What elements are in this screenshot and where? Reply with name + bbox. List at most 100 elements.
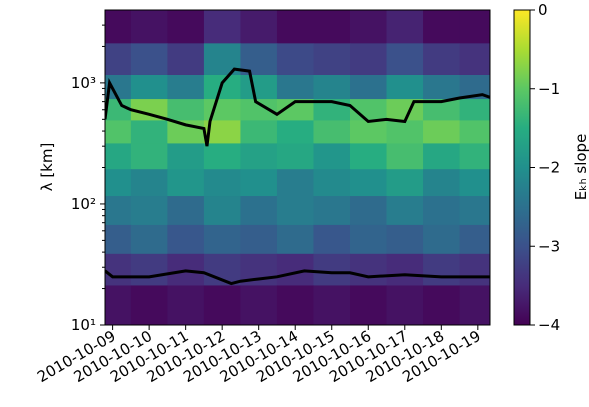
contour-cell bbox=[131, 143, 168, 169]
contour-cell bbox=[167, 10, 204, 44]
contour-cell bbox=[105, 43, 131, 75]
contour-cell bbox=[167, 43, 204, 75]
contour-cell bbox=[313, 254, 350, 286]
contour-cell bbox=[131, 196, 168, 225]
contour-cell bbox=[277, 225, 314, 254]
contour-cell bbox=[240, 10, 277, 44]
contour-cell bbox=[131, 43, 168, 75]
contour-cell bbox=[313, 75, 350, 100]
colorbar-label: Eₖₕ slope bbox=[572, 134, 589, 201]
contour-cell bbox=[204, 75, 241, 100]
contour-cell bbox=[131, 10, 168, 44]
colorbar-tick-label: −4 bbox=[538, 316, 560, 334]
contour-cell bbox=[313, 196, 350, 225]
contour-cell bbox=[423, 285, 460, 325]
contour-cell bbox=[105, 254, 131, 286]
contour-cell bbox=[423, 143, 460, 169]
contour-cell bbox=[240, 225, 277, 254]
contour-cell bbox=[460, 120, 491, 144]
contour-cell bbox=[167, 225, 204, 254]
contour-cell bbox=[387, 169, 424, 196]
contour-cell bbox=[423, 43, 460, 75]
colorbar-tick-label: 0 bbox=[538, 1, 548, 19]
contour-cell bbox=[131, 254, 168, 286]
contour-cell bbox=[277, 143, 314, 169]
contour-cell bbox=[350, 254, 387, 286]
contour-cell bbox=[387, 75, 424, 100]
contour-cell bbox=[350, 225, 387, 254]
y-tick-label: 10² bbox=[71, 195, 96, 213]
contour-cell bbox=[387, 143, 424, 169]
contour-cell bbox=[240, 169, 277, 196]
contour-cell bbox=[131, 75, 168, 100]
contour-cell bbox=[167, 143, 204, 169]
contour-cell bbox=[105, 143, 131, 169]
contour-cell bbox=[460, 196, 491, 225]
contour-cell bbox=[313, 10, 350, 44]
contour-cell bbox=[460, 10, 491, 44]
colorbar-tick-label: −3 bbox=[538, 237, 560, 255]
contour-cell bbox=[350, 43, 387, 75]
contour-cell bbox=[313, 120, 350, 144]
contour-cell bbox=[105, 169, 131, 196]
contour-cell bbox=[313, 143, 350, 169]
contour-cell bbox=[204, 196, 241, 225]
contour-cell bbox=[387, 285, 424, 325]
contour-cell bbox=[423, 169, 460, 196]
contour-cell bbox=[277, 169, 314, 196]
contour-cell bbox=[423, 196, 460, 225]
colorbar bbox=[514, 10, 530, 325]
contour-cell bbox=[131, 120, 168, 144]
contour-cell bbox=[204, 169, 241, 196]
contour-cell bbox=[131, 225, 168, 254]
contour-cell bbox=[460, 99, 491, 121]
contour-cell bbox=[277, 75, 314, 100]
contour-cell bbox=[460, 225, 491, 254]
contour-cell bbox=[167, 169, 204, 196]
contour-cell bbox=[423, 254, 460, 286]
contour-cell bbox=[423, 225, 460, 254]
contour-cell bbox=[350, 75, 387, 100]
contour-cell bbox=[105, 99, 131, 121]
contour-cell bbox=[167, 285, 204, 325]
contour-cell bbox=[350, 196, 387, 225]
contour-cell bbox=[204, 285, 241, 325]
contour-cell bbox=[131, 285, 168, 325]
contour-cell bbox=[350, 120, 387, 144]
contour-cell bbox=[313, 43, 350, 75]
contour-cell bbox=[350, 285, 387, 325]
contour-cell bbox=[313, 285, 350, 325]
contour-field bbox=[105, 10, 491, 326]
contour-cell bbox=[350, 169, 387, 196]
contour-cell bbox=[167, 99, 204, 121]
contour-cell bbox=[423, 10, 460, 44]
contour-cell bbox=[460, 285, 491, 325]
contour-cell bbox=[277, 43, 314, 75]
contour-cell bbox=[313, 225, 350, 254]
contour-cell bbox=[167, 75, 204, 100]
contour-cell bbox=[387, 225, 424, 254]
contour-cell bbox=[350, 143, 387, 169]
contour-cell bbox=[423, 120, 460, 144]
contour-cell bbox=[105, 225, 131, 254]
contour-cell bbox=[387, 196, 424, 225]
contour-cell bbox=[313, 169, 350, 196]
contour-cell bbox=[204, 99, 241, 121]
contour-cell bbox=[105, 196, 131, 225]
colorbar-tick-label: −2 bbox=[538, 159, 560, 177]
contour-cell bbox=[460, 43, 491, 75]
contour-cell bbox=[350, 10, 387, 44]
contour-cell bbox=[240, 196, 277, 225]
contour-cell bbox=[277, 120, 314, 144]
contour-cell bbox=[387, 10, 424, 44]
contour-cell bbox=[387, 254, 424, 286]
colorbar-tick-label: −1 bbox=[538, 80, 560, 98]
contour-cell bbox=[105, 10, 131, 44]
contour-cell bbox=[204, 225, 241, 254]
y-tick-label: 10³ bbox=[71, 74, 96, 92]
y-tick-label: 10¹ bbox=[71, 316, 96, 334]
contour-cell bbox=[277, 10, 314, 44]
contour-cell bbox=[460, 254, 491, 286]
contour-cell bbox=[105, 285, 131, 325]
